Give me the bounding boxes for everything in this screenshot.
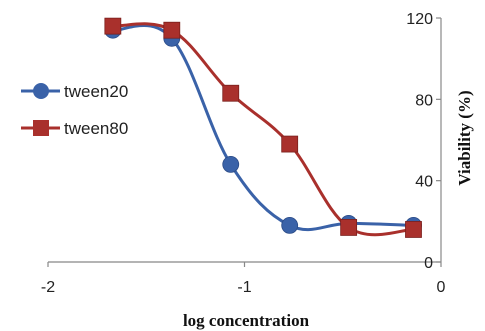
- data-point: [163, 21, 181, 39]
- data-point: [405, 221, 422, 238]
- y-tick-label: 40: [415, 174, 433, 191]
- series-layer: [104, 17, 422, 238]
- y-tick-marks: [436, 17, 441, 263]
- data-point: [104, 17, 122, 35]
- x-axis-title: log concentration: [183, 311, 310, 330]
- legend-label: tween80: [64, 119, 128, 138]
- legend-marker: [33, 120, 49, 136]
- x-tick-marks: [47, 262, 442, 267]
- data-point: [281, 135, 299, 153]
- y-tick-label: 0: [424, 255, 433, 272]
- y-tick-label: 120: [406, 11, 433, 28]
- y-tick-labels: 0 40 80 120: [406, 11, 433, 272]
- legend-label: tween20: [64, 82, 128, 101]
- x-tick-label: -2: [41, 279, 55, 296]
- data-point: [222, 84, 240, 102]
- legend-item: tween80: [21, 119, 128, 138]
- x-tick-label: -1: [237, 279, 251, 296]
- data-point: [222, 155, 240, 173]
- series-line: [112, 22, 414, 237]
- series-line: [112, 23, 414, 232]
- series-tween80: [104, 17, 422, 238]
- data-point: [340, 219, 358, 236]
- legend-item: tween20: [21, 82, 128, 101]
- data-point: [281, 216, 299, 234]
- legend-marker: [33, 83, 49, 99]
- series-tween20: [104, 21, 422, 234]
- y-tick-label: 80: [415, 92, 433, 109]
- y-axis-title: Viability (%): [455, 90, 474, 185]
- legend: tween20 tween80: [21, 82, 128, 138]
- x-tick-labels: -2 -1 0: [41, 279, 446, 296]
- x-tick-label: 0: [437, 279, 446, 296]
